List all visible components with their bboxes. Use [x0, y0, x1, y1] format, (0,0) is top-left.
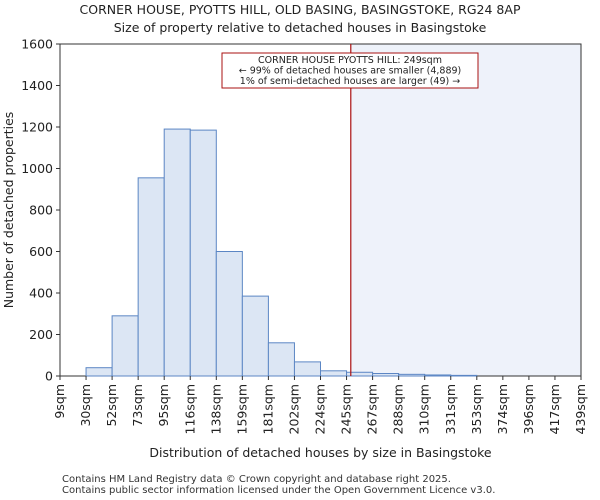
x-tick-label: 288sqm	[391, 384, 406, 434]
annotation-line-2: ← 99% of detached houses are smaller (4,…	[239, 66, 462, 77]
x-tick-label: 95sqm	[156, 384, 171, 427]
x-tick-label: 439sqm	[573, 384, 588, 434]
histogram-bar	[137, 177, 165, 377]
x-tick-label: 396sqm	[521, 384, 536, 434]
x-axis-label: Distribution of detached houses by size …	[149, 445, 491, 460]
footer-line-2: Contains public sector information licen…	[62, 485, 496, 496]
x-tick-label: 331sqm	[443, 384, 458, 434]
y-tick-label: 1400	[21, 78, 53, 93]
x-tick-label: 310sqm	[417, 384, 432, 434]
annotation-box	[221, 52, 479, 89]
histogram-bar	[372, 373, 400, 377]
footer-line-1: Contains HM Land Registry data © Crown c…	[62, 474, 451, 485]
x-tick-label: 267sqm	[365, 384, 380, 434]
annotation-line-3: 1% of semi-detached houses are larger (4…	[240, 76, 460, 87]
annotation-line-1: CORNER HOUSE PYOTTS HILL: 249sqm	[258, 55, 442, 66]
x-tick-label: 245sqm	[339, 384, 354, 434]
y-tick-label: 1200	[21, 120, 53, 135]
y-tick-label: 600	[29, 244, 53, 259]
x-tick-label: 30sqm	[78, 384, 93, 427]
larger-region-shading	[350, 44, 581, 376]
x-tick-label: 417sqm	[547, 384, 562, 434]
x-tick-label: 73sqm	[130, 384, 145, 427]
histogram-bar	[424, 374, 452, 377]
chart-subtitle: Size of property relative to detached ho…	[113, 20, 487, 35]
y-axis-label: Number of detached properties	[1, 112, 16, 309]
x-tick-label: 202sqm	[286, 384, 301, 434]
histogram-bar	[450, 374, 478, 377]
histogram-bar	[267, 342, 295, 377]
x-tick-label: 224sqm	[313, 384, 328, 434]
histogram-bar	[215, 251, 243, 377]
histogram-bar	[241, 295, 269, 377]
x-tick-label: 181sqm	[260, 384, 275, 434]
histogram-bar	[163, 128, 191, 377]
x-tick-label: 353sqm	[469, 384, 484, 434]
y-tick-label: 1600	[21, 37, 53, 52]
histogram-bar	[85, 367, 113, 377]
y-tick-label: 0	[45, 369, 53, 384]
histogram-bar	[189, 129, 217, 377]
x-tick-label: 52sqm	[104, 384, 119, 427]
y-tick-label: 200	[29, 327, 53, 342]
histogram-bar	[398, 373, 426, 377]
histogram-bar	[111, 315, 139, 377]
x-tick-label: 138sqm	[208, 384, 223, 434]
x-tick-label: 116sqm	[182, 384, 197, 434]
y-tick-label: 400	[29, 286, 53, 301]
x-tick-label: 159sqm	[234, 384, 249, 434]
x-tick-label: 9sqm	[52, 384, 67, 419]
chart-title: CORNER HOUSE, PYOTTS HILL, OLD BASING, B…	[79, 2, 521, 17]
histogram-bar	[293, 361, 322, 377]
histogram-bar	[320, 370, 348, 377]
x-tick-label: 374sqm	[495, 384, 510, 434]
y-tick-label: 1000	[21, 161, 53, 176]
y-tick-label: 800	[29, 203, 53, 218]
